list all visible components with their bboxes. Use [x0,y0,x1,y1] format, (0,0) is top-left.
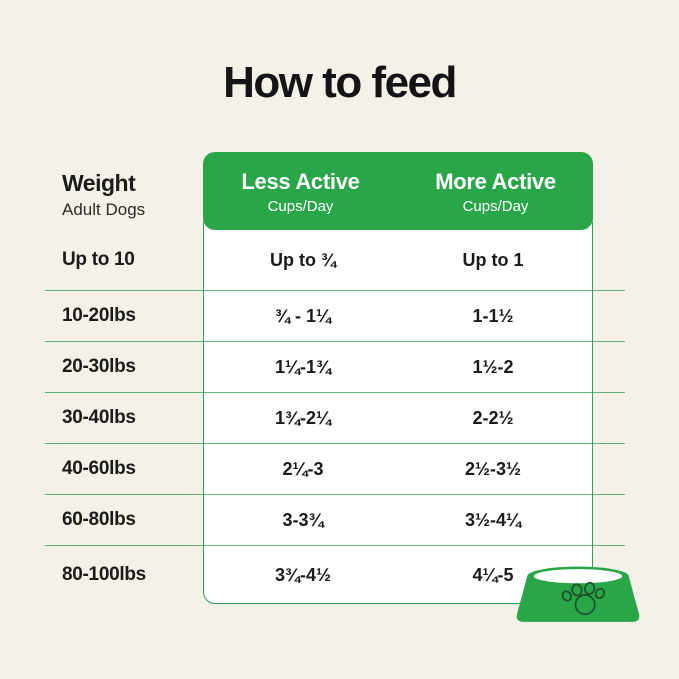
weight-header-subtitle: Adult Dogs [62,200,146,219]
less-active-cell: 3¾-4½ [274,564,332,585]
less-active-cell: 3-3¾ [282,509,324,530]
table-row: 30-40lbs 1¾-2¼ 2-2½ [45,393,625,444]
dog-bowl-with-paw-icon [516,566,640,622]
table-row: 60-80lbs 3-3¾ 3½-4¼ [45,495,625,546]
weight-cell: 30-40lbs [62,407,136,428]
more-active-label: More Active [435,169,556,194]
weight-cell: 20-30lbs [62,356,136,377]
weight-cell: 80-100lbs [62,564,146,585]
less-active-cell: 1¾-2¼ [274,407,332,428]
less-active-label: Less Active [241,169,360,194]
less-active-cell: Up to ¾ [270,249,336,270]
table-row: 80-100lbs 3¾-4½ 4¼-5 [45,546,625,604]
more-active-cell: 4¼-5 [472,564,514,585]
weight-cell: 60-80lbs [62,509,136,530]
more-active-cell: 2-2½ [472,407,514,428]
less-active-column-header: Less Active Cups/Day [203,152,398,230]
weight-column-header: Weight Adult Dogs [62,170,145,220]
weight-cell: 40-60lbs [62,458,136,479]
activity-columns-header: Less Active Cups/Day More Active Cups/Da… [203,152,593,230]
feeding-rows: Up to 10 Up to ¾ Up to 1 10-20lbs ¾ - 1¼ 1-1½… [45,230,625,604]
more-active-column-header: More Active Cups/Day [398,152,593,230]
less-active-cell: 2¼-3 [282,458,324,479]
more-active-cell: 1-1½ [472,305,514,326]
more-active-sublabel: Cups/Day [462,198,529,215]
less-active-cell: ¾ - 1¼ [274,305,332,326]
more-active-cell: 2½-3½ [464,458,522,479]
table-row: Up to 10 Up to ¾ Up to 1 [45,230,625,291]
weight-header-title: Weight [62,170,136,196]
table-row: 20-30lbs 1¼-1¾ 1½-2 [45,342,625,393]
more-active-cell: 3½-4¼ [464,509,522,530]
table-row: 40-60lbs 2¼-3 2½-3½ [45,444,625,495]
more-active-cell: Up to 1 [462,249,524,270]
paw-icon [561,581,605,616]
more-active-cell: 1½-2 [472,356,514,377]
less-active-sublabel: Cups/Day [267,198,334,215]
less-active-cell: 1¼-1¾ [274,356,332,377]
bowl-opening [533,569,623,584]
weight-cell: 10-20lbs [62,305,136,326]
table-body-panel [203,222,593,604]
weight-cell: Up to 10 [62,249,135,270]
page-title: How to feed [223,58,457,107]
table-row: 10-20lbs ¾ - 1¼ 1-1½ [45,291,625,342]
